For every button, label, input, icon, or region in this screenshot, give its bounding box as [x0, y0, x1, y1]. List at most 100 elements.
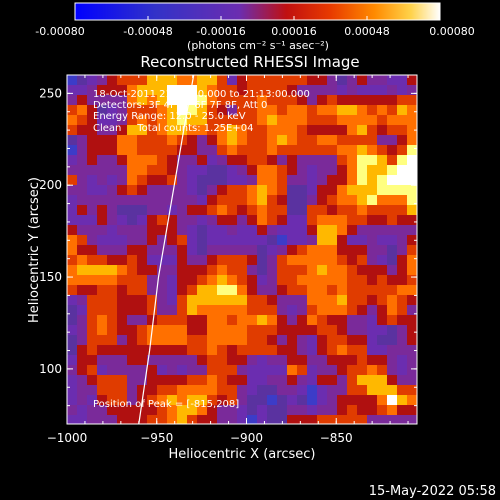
heatmap-cell [207, 225, 217, 235]
heatmap-cell [267, 365, 277, 375]
annotation-time: 18-Oct-2011 21:08:40.000 to 21:13:00.000 [93, 89, 310, 100]
heatmap-cell [207, 415, 217, 424]
heatmap-cell [87, 315, 97, 325]
heatmap-cell [387, 245, 397, 255]
heatmap-cell [127, 395, 137, 405]
heatmap-cell [187, 255, 197, 265]
heatmap-cell [247, 305, 257, 315]
heatmap-cell [347, 155, 357, 165]
heatmap-cell [327, 165, 337, 175]
heatmap-cell [227, 335, 237, 345]
heatmap-cell [107, 405, 117, 415]
heatmap-cell [117, 195, 127, 205]
heatmap-cell [77, 215, 87, 225]
heatmap-cell [397, 175, 407, 185]
heatmap-cell [137, 365, 147, 375]
heatmap-cell [337, 365, 347, 375]
heatmap-cell [387, 385, 397, 395]
heatmap-cell [217, 265, 227, 275]
heatmap-cell [317, 85, 327, 95]
heatmap-cell [247, 405, 257, 415]
heatmap-cell [177, 235, 187, 245]
heatmap-cell [227, 405, 237, 415]
heatmap-cell [227, 355, 237, 365]
heatmap-cell [337, 85, 347, 95]
heatmap-cell [357, 235, 367, 245]
heatmap-cell [247, 105, 257, 115]
heatmap-cell [207, 405, 217, 415]
heatmap-cell [107, 245, 117, 255]
heatmap-cell [147, 145, 157, 155]
heatmap-cell [317, 245, 327, 255]
heatmap-cell [407, 255, 417, 265]
heatmap-cell [277, 385, 287, 395]
heatmap-cell [147, 185, 157, 195]
heatmap-cell [267, 195, 277, 205]
heatmap-cell [287, 395, 297, 405]
heatmap-cell [107, 315, 117, 325]
colorbar-ticks [74, 16, 441, 20]
heatmap-cell [407, 405, 417, 415]
heatmap-cell [277, 375, 287, 385]
heatmap-cell [307, 365, 317, 375]
heatmap-cell [367, 255, 377, 265]
heatmap-cell [347, 415, 357, 424]
heatmap-cell [227, 105, 237, 115]
heatmap-cell [367, 355, 377, 365]
heatmap-cell [207, 185, 217, 195]
heatmap-cell [157, 155, 167, 165]
heatmap-cell [267, 285, 277, 295]
heatmap-cell [407, 335, 417, 345]
heatmap-cell [217, 205, 227, 215]
heatmap-cell [197, 165, 207, 175]
heatmap-cell [87, 405, 97, 415]
heatmap-cell [327, 205, 337, 215]
heatmap-cell [347, 145, 357, 155]
heatmap-cell [217, 385, 227, 395]
heatmap-cell [77, 255, 87, 265]
heatmap-cell [247, 155, 257, 165]
heatmap-cell [187, 85, 197, 95]
heatmap-cell [177, 255, 187, 265]
heatmap-cell [367, 375, 377, 385]
heatmap-cell [327, 415, 337, 424]
heatmap-cell [257, 255, 267, 265]
heatmap-cell [297, 115, 307, 125]
heatmap-cell [127, 155, 137, 165]
heatmap-cell [337, 325, 347, 335]
heatmap-cell [197, 375, 207, 385]
heatmap-cell [167, 185, 177, 195]
heatmap-cell [347, 285, 357, 295]
heatmap-cell [357, 415, 367, 424]
heatmap-cell [87, 365, 97, 375]
heatmap-cell [127, 205, 137, 215]
heatmap-cell [247, 145, 257, 155]
heatmap-cell [297, 305, 307, 315]
heatmap-cell [407, 385, 417, 395]
heatmap-cell [247, 395, 257, 405]
heatmap-cell [267, 205, 277, 215]
heatmap-cell [387, 275, 397, 285]
heatmap-cell [327, 145, 337, 155]
heatmap-cell [247, 295, 257, 305]
heatmap-cell [357, 155, 367, 165]
heatmap-cell [147, 155, 157, 165]
heatmap-cell [247, 285, 257, 295]
heatmap-cell [317, 155, 327, 165]
heatmap-cell [237, 185, 247, 195]
heatmap-cell [217, 85, 227, 95]
heatmap-cell [367, 285, 377, 295]
heatmap-cell [157, 285, 167, 295]
heatmap-cell [377, 265, 387, 275]
heatmap-cell [357, 345, 367, 355]
heatmap-cell [107, 385, 117, 395]
heatmap-cell [247, 415, 257, 424]
heatmap-cell [297, 185, 307, 195]
heatmap-cell [177, 265, 187, 275]
heatmap-cell [77, 345, 87, 355]
heatmap-cell [87, 85, 97, 95]
heatmap-cell [297, 265, 307, 275]
heatmap-cell [397, 255, 407, 265]
heatmap-cell [287, 105, 297, 115]
heatmap-cell [267, 235, 277, 245]
